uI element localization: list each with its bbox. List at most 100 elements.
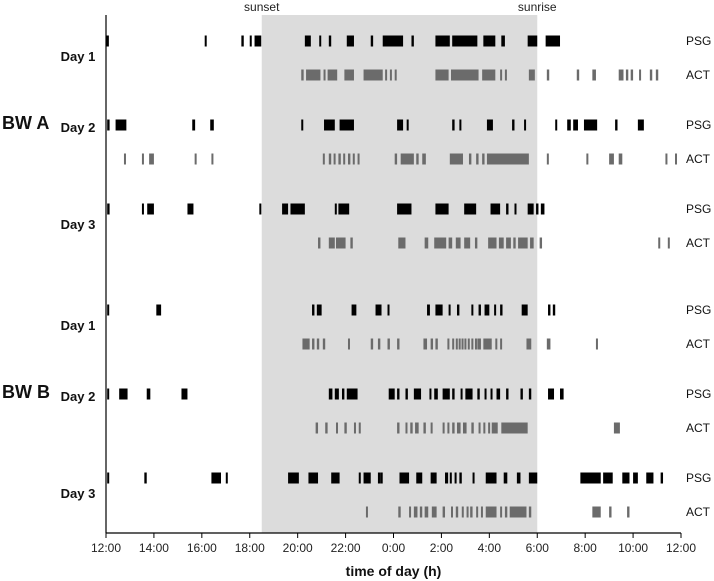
psg-bar (459, 119, 462, 131)
psg-bar (156, 304, 162, 316)
row-label-psg: PSG (686, 118, 711, 132)
act-bar (655, 69, 659, 81)
act-bar (667, 237, 670, 249)
psg-bar (397, 388, 400, 400)
act-bar (500, 506, 503, 518)
act-bar (343, 153, 346, 165)
psg-bar (187, 203, 194, 215)
psg-bar (363, 472, 371, 484)
psg-bar (452, 119, 455, 131)
act-bar (576, 69, 580, 81)
psg-bar (397, 119, 404, 131)
act-bar (618, 153, 623, 165)
act-bar (338, 153, 341, 165)
act-bar (458, 338, 461, 350)
psg-bar (119, 388, 128, 400)
act-bar (149, 153, 154, 165)
psg-bar (210, 119, 214, 131)
bars-layer (106, 35, 678, 518)
psg-bar (516, 472, 521, 484)
psg-bar (573, 119, 578, 131)
psg-bar (204, 35, 207, 47)
psg-bar (144, 472, 147, 484)
psg-bar (339, 119, 354, 131)
psg-bar (490, 203, 501, 215)
psg-bar (483, 35, 496, 47)
psg-bar (514, 203, 517, 215)
act-bar (592, 69, 596, 81)
psg-bar (259, 203, 262, 215)
psg-bar (225, 472, 228, 484)
act-bar (394, 69, 397, 81)
psg-bar (536, 203, 539, 215)
act-bar (665, 153, 668, 165)
act-bar (462, 422, 467, 434)
act-bar (528, 69, 535, 81)
row-label-act: ACT (686, 505, 711, 519)
act-bar (658, 237, 661, 249)
act-bar (370, 338, 374, 350)
psg-bar (442, 388, 450, 400)
act-bar (336, 422, 338, 434)
psg-bar (555, 119, 558, 131)
psg-bar (416, 472, 423, 484)
act-bar (327, 69, 338, 81)
act-bar (413, 506, 418, 518)
psg-bar (254, 35, 262, 47)
psg-bar (399, 472, 410, 484)
psg-bar (141, 203, 144, 215)
day-label: Day 1 (61, 49, 96, 64)
psg-bar (147, 203, 154, 215)
act-bar (501, 422, 528, 434)
x-tick-label: 0:00 (382, 541, 406, 555)
act-bar (333, 153, 336, 165)
psg-bar (603, 472, 613, 484)
row-label-act: ACT (686, 68, 711, 82)
act-bar (435, 338, 438, 350)
act-bar (419, 506, 423, 518)
act-bar (483, 422, 486, 434)
psg-bar (351, 304, 357, 316)
psg-bar (521, 304, 528, 316)
psg-bar (459, 472, 462, 484)
act-bar (461, 506, 464, 518)
psg-bar (319, 35, 322, 47)
psg-bar (471, 304, 474, 316)
act-bar (485, 506, 497, 518)
act-bar (476, 506, 479, 518)
psg-bar (397, 203, 412, 215)
day-label: Day 2 (61, 389, 96, 404)
x-tick-label: 22:00 (331, 541, 361, 555)
psg-bar (375, 304, 382, 316)
act-bar (353, 422, 356, 434)
psg-bar (192, 119, 196, 131)
act-bar (546, 69, 550, 81)
psg-bar (328, 388, 333, 400)
psg-bar (506, 388, 509, 400)
x-tick-label: 10:00 (618, 541, 648, 555)
psg-bar (464, 203, 477, 215)
act-bar (322, 153, 325, 165)
act-bar (609, 153, 614, 165)
psg-bar (429, 388, 432, 400)
x-tick-label: 4:00 (478, 541, 502, 555)
act-bar (431, 506, 437, 518)
psg-bar (552, 304, 556, 316)
psg-bar (445, 472, 449, 484)
x-tick-label: 18:00 (235, 541, 265, 555)
row-label-act: ACT (686, 421, 711, 435)
act-bar (423, 422, 426, 434)
act-bar (464, 237, 471, 249)
x-tick-label: 2:00 (430, 541, 454, 555)
sunrise-label: sunrise (518, 0, 557, 14)
psg-bar (107, 119, 110, 131)
act-bar (483, 338, 492, 350)
psg-bar (622, 472, 630, 484)
act-bar (397, 422, 400, 434)
act-bar (504, 69, 507, 81)
psg-bar (660, 472, 664, 484)
act-bar (486, 153, 529, 165)
night-band (261, 15, 538, 533)
act-bar (423, 338, 428, 350)
